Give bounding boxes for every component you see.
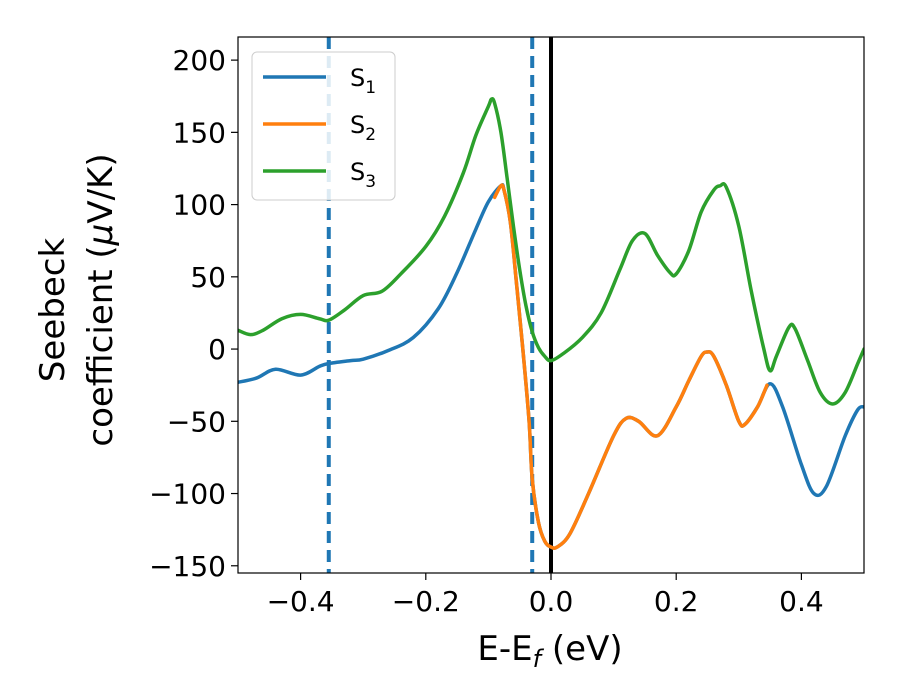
x-axis-label-main: E-E <box>477 629 532 669</box>
series-line-s2 <box>492 183 769 550</box>
x-tick-label: −0.4 <box>267 585 335 618</box>
x-axis-label-unit: (eV) <box>541 629 623 669</box>
series-layer <box>238 97 864 550</box>
legend-label-s3: S3 <box>350 158 376 192</box>
y-axis-label-line2-pre: coefficient ( <box>81 245 121 446</box>
y-tick-label: 200 <box>173 44 226 77</box>
y-tick-label: −50 <box>167 405 226 438</box>
y-axis: −150 −100 −50 0 50 100 150 200 <box>149 44 238 583</box>
legend: S1 S2 S3 <box>251 51 396 201</box>
legend-label-s2: S2 <box>350 111 376 145</box>
y-tick-label: −100 <box>149 478 226 511</box>
x-axis-label: E-Ef (eV) <box>477 629 622 673</box>
y-tick-label: 50 <box>190 261 226 294</box>
y-tick-label: 150 <box>173 116 226 149</box>
y-axis-label-line2: coefficient (μV/K) <box>81 153 121 446</box>
legend-box <box>251 51 396 201</box>
x-tick-label: −0.2 <box>392 585 460 618</box>
x-tick-label: 0.0 <box>529 585 574 618</box>
y-axis-label-line2-post: V/K) <box>81 153 121 223</box>
series-line-s3 <box>238 97 864 406</box>
y-axis-label-line1-text: Seebeck <box>33 238 73 383</box>
x-axis: −0.4 −0.2 0.0 0.2 0.4 <box>267 573 824 618</box>
y-tick-label: −150 <box>149 550 226 583</box>
legend-label-s1: S1 <box>350 64 376 98</box>
x-tick-label: 0.4 <box>779 585 824 618</box>
y-axis-label-line2-mu: μ <box>81 224 121 247</box>
x-tick-label: 0.2 <box>654 585 699 618</box>
y-tick-label: 100 <box>173 189 226 222</box>
y-axis-label-line1: Seebeck <box>33 238 73 383</box>
y-tick-label: 0 <box>208 333 226 366</box>
